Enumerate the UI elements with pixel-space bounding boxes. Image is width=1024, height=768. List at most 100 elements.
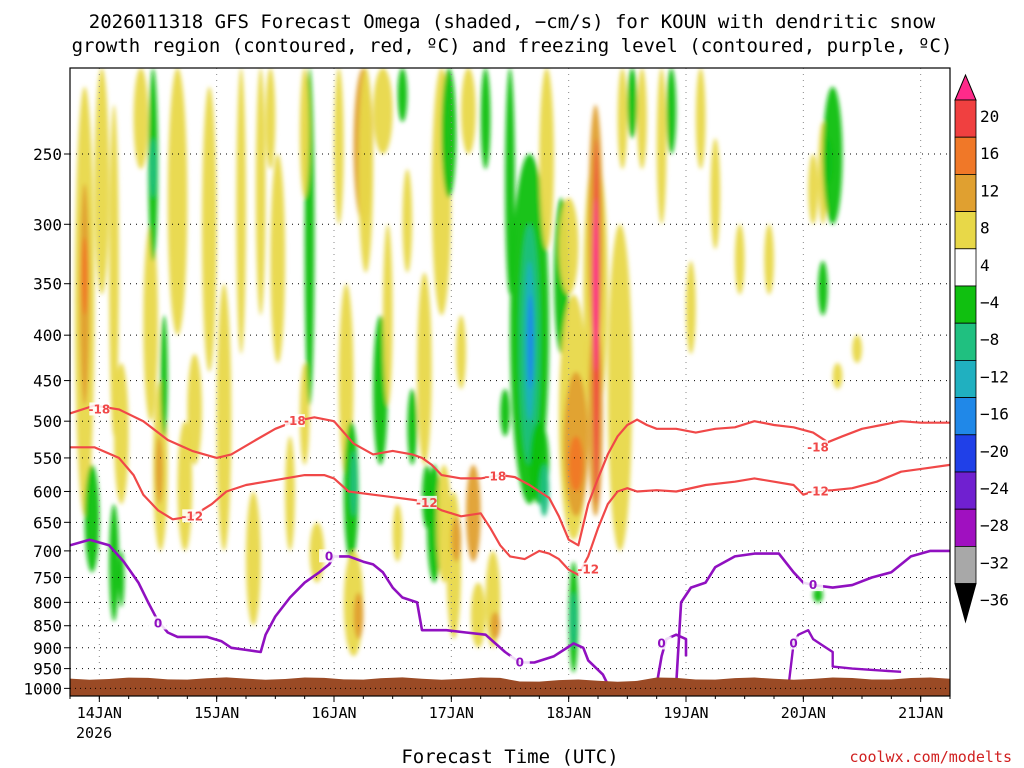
x-tick-label: 15JAN: [194, 704, 239, 722]
colorbar-label: −32: [980, 553, 1009, 572]
omega-shade-region: [255, 68, 266, 316]
contour-label-bg: [578, 562, 599, 576]
colorbar-swatch: [954, 173, 977, 212]
colorbar-label: −20: [980, 442, 1009, 461]
x-year-label: 2026: [76, 724, 112, 742]
omega-shade-region: [109, 104, 119, 437]
omega-shade-region: [309, 522, 325, 583]
omega-shade-region: [686, 261, 696, 354]
contour-label-minus12: -12: [577, 563, 599, 577]
y-axis: 250 300 350 400 450 500 550 600 650 700 750 800 850 9…: [23, 145, 70, 698]
colorbar-label: 4: [980, 256, 990, 275]
contour-label-minus12: -12: [181, 509, 203, 523]
omega-shade-region: [358, 68, 374, 273]
omega-shade-region: [373, 68, 393, 155]
ground-terrain: [70, 677, 950, 696]
omega-shade-region: [466, 464, 481, 562]
y-tick-label: 1000: [23, 679, 62, 698]
y-tick-label: 800: [33, 593, 62, 612]
colorbar-swatch: [954, 136, 977, 175]
contour-label-zero: 0: [325, 549, 333, 563]
omega-shade-region: [81, 236, 88, 316]
contour-label-bg: [485, 469, 506, 483]
omega-shade-region: [246, 491, 261, 626]
omega-shade-region: [350, 450, 357, 517]
colorbar-swatch: [954, 583, 977, 624]
x-axis: 14JAN 15JAN 16JAN 17JAN 18JAN 19JAN 20JAN 21JAN: [69, 696, 951, 722]
omega-shade-region: [764, 224, 774, 295]
x-tick-label: 16JAN: [311, 704, 356, 722]
y-tick-label: 400: [33, 326, 62, 345]
colorbar-label: 12: [980, 181, 999, 200]
y-tick-label: 700: [33, 542, 62, 561]
x-tick-label: 19JAN: [663, 704, 708, 722]
y-tick-label: 350: [33, 275, 62, 294]
omega-shade-region: [852, 335, 862, 364]
omega-shade-region: [568, 436, 584, 492]
contour-label-bg: [509, 655, 530, 669]
omega-shade-region: [202, 86, 217, 372]
chart-title-line-2: growth region (contoured, red, ºC) and f…: [72, 35, 953, 57]
omega-shade-region: [270, 154, 286, 364]
omega-shade-region: [353, 592, 364, 640]
omega-shade-region: [187, 353, 203, 465]
y-tick-label: 950: [33, 660, 62, 679]
omega-shade-region: [822, 86, 843, 225]
omega-shade-region: [334, 68, 344, 225]
omega-shade-region: [417, 272, 432, 465]
colorbar-label: −24: [980, 479, 1009, 498]
omega-shade-region: [627, 68, 638, 139]
contour-label-bg: [148, 616, 168, 630]
y-tick-label: 750: [33, 568, 62, 587]
omega-shade-region: [299, 68, 310, 198]
omega-shade-region: [407, 389, 418, 465]
colorbar-swatch: [954, 248, 977, 287]
y-tick-label: 650: [33, 513, 62, 532]
x-tick-label: 17JAN: [429, 704, 474, 722]
omega-shade-region: [285, 436, 295, 551]
omega-shade-region: [461, 68, 476, 155]
x-tick-label: 21JAN: [898, 704, 943, 722]
omega-shade-region: [133, 68, 149, 170]
omega-shade-region: [558, 197, 579, 295]
omega-shade-region: [150, 138, 157, 198]
colorbar-swatch: [954, 99, 977, 138]
omega-shade-region: [84, 464, 100, 573]
omega-shade-region: [500, 389, 510, 437]
contour-label-zero: 0: [516, 655, 524, 669]
omega-shade-region: [470, 582, 486, 648]
omega-shade-region: [570, 592, 577, 648]
x-tick-label: 14JAN: [77, 704, 122, 722]
colorbar-label: −16: [980, 405, 1009, 424]
colorbar-label: −4: [980, 293, 999, 312]
contour-label-zero: 0: [154, 616, 162, 630]
omega-shade-region: [490, 611, 501, 640]
contour-label-minus18: -18: [807, 440, 829, 454]
x-tick-label: 20JAN: [781, 704, 826, 722]
colorbar-swatch: [954, 285, 977, 324]
y-tick-label: 300: [33, 215, 62, 234]
omega-shade-region: [539, 464, 550, 517]
omega-shade-region: [109, 504, 119, 622]
omega-shade-region: [299, 363, 310, 465]
contour-label-bg: [319, 549, 340, 563]
omega-shade-region: [637, 68, 647, 170]
omega-shade-region: [456, 315, 466, 390]
omega-shade-region: [480, 68, 491, 170]
omega-shade-region: [236, 68, 246, 354]
contour-label-bg: [651, 636, 672, 650]
omega-shade-region: [441, 68, 457, 198]
contour-label-minus12: -12: [807, 484, 829, 498]
colorbar-swatch: [954, 73, 977, 101]
omega-shade-region: [666, 68, 677, 155]
y-tick-label: 450: [33, 372, 62, 391]
omega-shade-region: [734, 224, 745, 295]
omega-shade-region: [607, 224, 633, 551]
freezing-level-contour: [674, 549, 950, 685]
omega-shade-region: [118, 550, 125, 608]
omega-shade-region: [818, 261, 828, 316]
omega-shade-region: [216, 283, 232, 551]
colorbar-swatch: [954, 471, 977, 510]
plot-area: -18 -18 -18 -18 -12 -12 -12 -12 0 0 0 0 0 0: [70, 68, 950, 696]
